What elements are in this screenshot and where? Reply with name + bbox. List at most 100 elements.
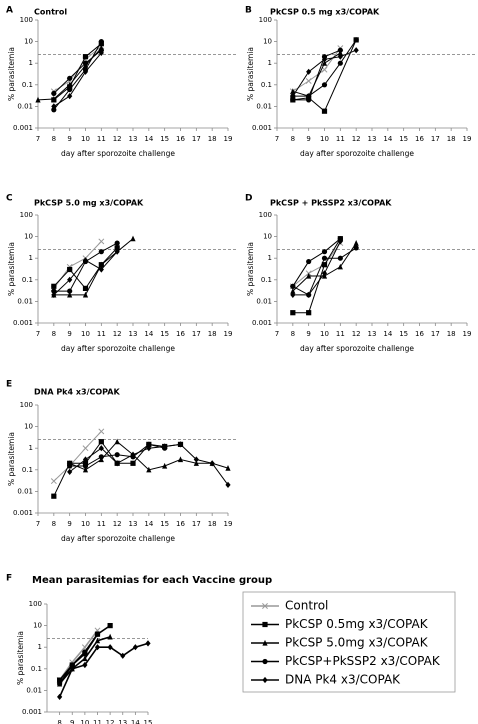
panel: D PkCSP + PkSSP2 x3/COPAK 0.001 0.01 0.1 1 10 1… bbox=[245, 194, 475, 353]
panel-title: PkCSP 5.0 mg x3/COPAK bbox=[34, 199, 144, 208]
x-tick-label: 12 bbox=[113, 520, 122, 528]
marker bbox=[337, 47, 343, 53]
marker bbox=[290, 310, 296, 316]
x-tick-label: 10 bbox=[320, 330, 329, 338]
marker bbox=[51, 90, 57, 96]
series-line bbox=[292, 238, 341, 314]
series-line bbox=[292, 52, 341, 97]
marker bbox=[94, 631, 101, 637]
panel: E DNA Pk4 x3/COPAK 0.001 0.01 0.1 1 10 100 7 8 9 10… bbox=[6, 380, 236, 543]
marker bbox=[193, 460, 199, 466]
marker bbox=[82, 285, 89, 291]
marker bbox=[321, 108, 328, 114]
x-tick-label: 16 bbox=[415, 135, 424, 143]
x-tick-label: 19 bbox=[463, 330, 472, 338]
marker bbox=[353, 37, 359, 43]
x-tick-label: 13 bbox=[118, 719, 127, 724]
series-line bbox=[53, 43, 102, 101]
y-axis-label: % parasitemia bbox=[16, 631, 25, 685]
panel-title: Mean parasitemias for each Vaccine group bbox=[32, 575, 272, 586]
series-line bbox=[53, 52, 102, 107]
y-tick-label: 0.01 bbox=[17, 487, 33, 495]
marker bbox=[67, 291, 73, 298]
y-tick-label: 1 bbox=[29, 59, 33, 67]
x-tick-label: 10 bbox=[80, 719, 89, 724]
marker bbox=[290, 93, 296, 99]
marker bbox=[132, 644, 138, 651]
marker bbox=[177, 456, 184, 463]
x-tick-label: 13 bbox=[129, 330, 138, 338]
marker bbox=[130, 460, 136, 466]
marker bbox=[94, 637, 101, 644]
x-tick-label: 12 bbox=[352, 330, 361, 338]
y-tick-label: 10 bbox=[24, 423, 33, 431]
x-tick-label: 11 bbox=[336, 135, 345, 143]
marker bbox=[82, 456, 89, 463]
y-axis-label: % parasitemia bbox=[7, 242, 16, 296]
x-tick-label: 17 bbox=[431, 135, 440, 143]
panel: F Mean parasitemias for each Vaccine grou… bbox=[6, 574, 456, 724]
x-tick-label: 18 bbox=[447, 135, 456, 143]
x-tick-label: 8 bbox=[52, 135, 56, 143]
marker bbox=[337, 255, 343, 261]
x-tick-label: 16 bbox=[176, 330, 185, 338]
x-axis-label: day after sporozoite challenge bbox=[61, 149, 175, 158]
x-tick-label: 11 bbox=[93, 719, 102, 724]
x-tick-label: 15 bbox=[144, 719, 153, 724]
x-tick-label: 14 bbox=[131, 719, 140, 724]
y-tick-label: 0.001 bbox=[13, 319, 33, 327]
x-tick-label: 14 bbox=[144, 520, 153, 528]
x-tick-label: 10 bbox=[81, 330, 90, 338]
y-tick-label: 0.1 bbox=[261, 276, 272, 284]
x-tick-label: 9 bbox=[306, 135, 310, 143]
marker bbox=[82, 60, 89, 66]
legend-marker bbox=[262, 676, 268, 684]
panel: A Control 0.001 0.01 0.1 1 10 100 7 8 9 10 11 12 13 14 1… bbox=[6, 6, 236, 158]
marker bbox=[146, 466, 152, 473]
x-axis-label: day after sporozoite challenge bbox=[61, 344, 175, 353]
x-tick-label: 19 bbox=[224, 330, 233, 338]
marker bbox=[69, 662, 75, 668]
x-tick-label: 17 bbox=[192, 330, 201, 338]
marker bbox=[146, 445, 152, 452]
marker bbox=[98, 262, 104, 268]
series-line bbox=[58, 629, 99, 681]
marker bbox=[353, 47, 359, 54]
x-tick-label: 15 bbox=[160, 520, 169, 528]
x-tick-label: 12 bbox=[106, 719, 115, 724]
marker bbox=[82, 466, 89, 473]
marker bbox=[51, 107, 57, 113]
legend-marker bbox=[262, 658, 268, 665]
legend-marker bbox=[262, 621, 268, 628]
marker bbox=[306, 97, 312, 103]
marker bbox=[290, 88, 296, 94]
marker bbox=[337, 60, 343, 66]
marker bbox=[306, 310, 312, 316]
y-axis-label: % parasitemia bbox=[246, 47, 255, 101]
marker bbox=[98, 454, 104, 460]
y-tick-label: 100 bbox=[259, 211, 272, 219]
x-tick-label: 12 bbox=[352, 135, 361, 143]
marker bbox=[98, 266, 104, 273]
marker bbox=[82, 257, 89, 264]
y-tick-label: 0.001 bbox=[13, 124, 33, 132]
marker bbox=[114, 245, 120, 251]
marker bbox=[225, 464, 231, 471]
x-tick-label: 15 bbox=[399, 330, 408, 338]
panel-title: DNA Pk4 x3/COPAK bbox=[34, 388, 120, 397]
legend-label: PkCSP 5.0mg x3/COPAK bbox=[285, 636, 429, 650]
marker bbox=[51, 493, 57, 499]
marker bbox=[98, 445, 104, 452]
marker bbox=[51, 103, 57, 110]
x-tick-label: 16 bbox=[176, 135, 185, 143]
y-tick-label: 100 bbox=[20, 16, 33, 24]
series-line bbox=[292, 49, 341, 101]
y-tick-label: 0.01 bbox=[17, 297, 33, 305]
marker bbox=[321, 54, 328, 60]
x-tick-label: 13 bbox=[129, 520, 138, 528]
marker bbox=[162, 462, 168, 469]
marker bbox=[98, 249, 104, 255]
marker bbox=[321, 262, 328, 268]
marker bbox=[130, 451, 136, 458]
marker bbox=[51, 288, 57, 294]
